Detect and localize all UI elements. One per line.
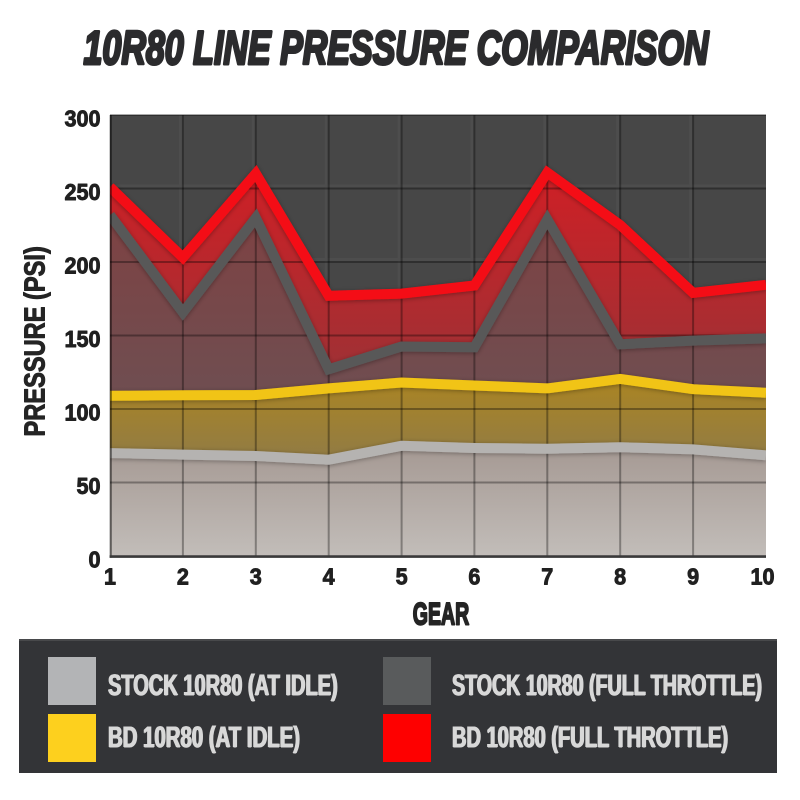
svg-text:50: 50: [76, 473, 100, 499]
svg-text:150: 150: [64, 326, 100, 352]
svg-text:3: 3: [250, 564, 262, 590]
svg-text:6: 6: [468, 564, 480, 590]
svg-text:10R80 LINE PRESSURE COMPARISON: 10R80 LINE PRESSURE COMPARISON: [83, 22, 709, 75]
svg-text:8: 8: [614, 564, 626, 590]
svg-text:7: 7: [541, 564, 553, 590]
svg-text:0: 0: [88, 547, 100, 573]
svg-text:5: 5: [396, 564, 408, 590]
svg-text:300: 300: [64, 106, 100, 132]
svg-text:GEAR: GEAR: [413, 596, 470, 632]
svg-text:2: 2: [177, 564, 189, 590]
svg-text:PRESSURE (PSI): PRESSURE (PSI): [18, 246, 51, 436]
svg-text:9: 9: [687, 564, 699, 590]
svg-text:250: 250: [64, 179, 100, 205]
svg-text:200: 200: [64, 253, 100, 279]
svg-text:10: 10: [750, 564, 774, 590]
svg-text:1: 1: [104, 564, 116, 590]
svg-text:4: 4: [323, 564, 335, 590]
svg-text:100: 100: [64, 400, 100, 426]
